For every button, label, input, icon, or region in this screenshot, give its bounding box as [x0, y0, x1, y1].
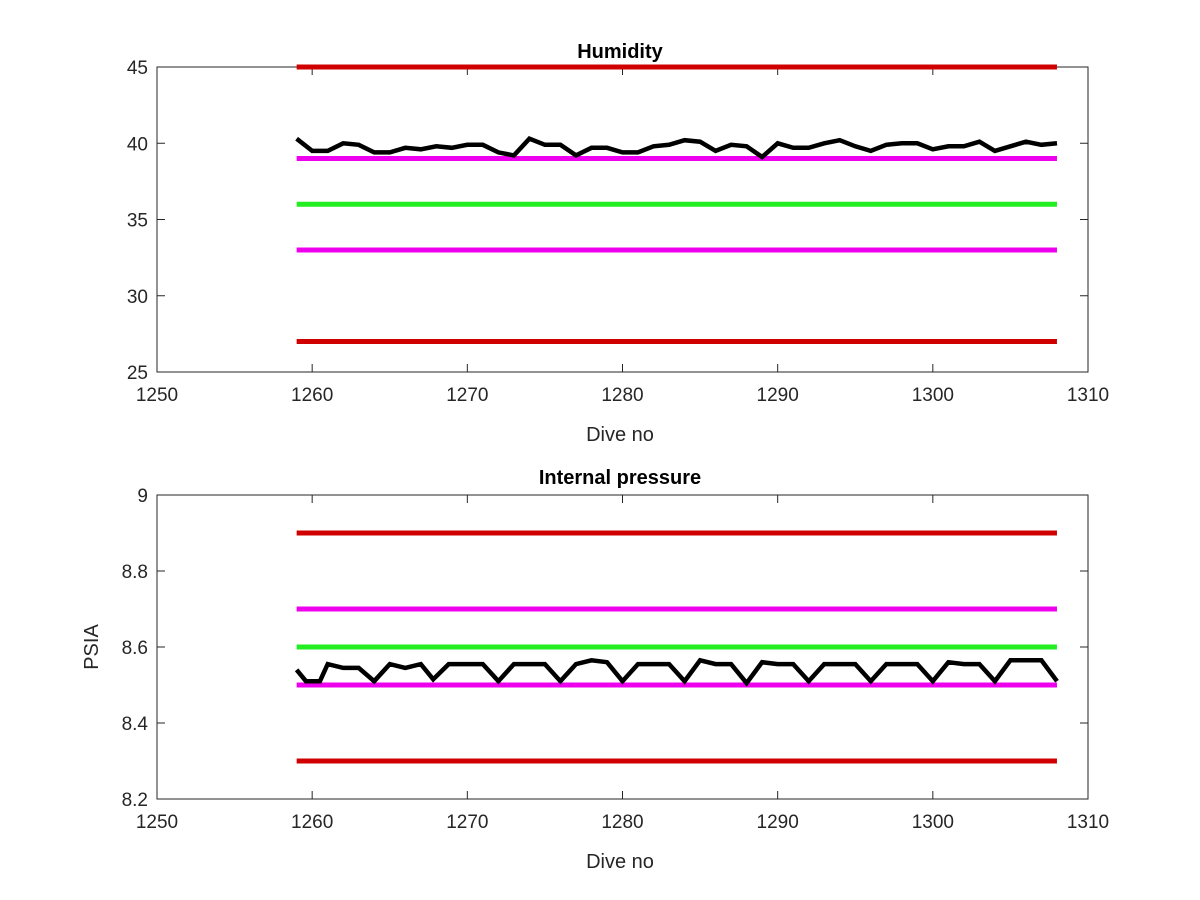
pressure-subplot: Internal pressure Dive no PSIA 1250 1260 1…: [81, 467, 1109, 873]
humidity-y-tick-label: 35: [127, 211, 148, 232]
humidity-y-tick-label: 45: [127, 58, 148, 79]
humidity-x-tick-label: 1250: [136, 385, 178, 406]
pressure-y-tick-label: 8.2: [122, 790, 148, 811]
pressure-x-tick-label: 1250: [136, 812, 178, 833]
pressure-x-tick-label: 1280: [601, 812, 643, 833]
humidity-x-tick-label: 1260: [291, 385, 333, 406]
pressure-xlabel: Dive no: [586, 851, 654, 873]
pressure-y-tick-label: 8.4: [122, 714, 149, 735]
pressure-x-tick-label: 1260: [291, 812, 333, 833]
humidity-subplot: Humidity Dive no 1250 1260 1270 1280 1290 130…: [127, 41, 1109, 446]
pressure-y-tick-label: 8.8: [122, 562, 148, 583]
pressure-y-tick-label: 8.6: [122, 638, 148, 659]
humidity-y-tick-label: 40: [127, 134, 148, 155]
pressure-ylabel: PSIA: [81, 624, 103, 670]
pressure-x-tick-label: 1300: [912, 812, 954, 833]
humidity-xlabel: Dive no: [586, 424, 654, 446]
pressure-x-tick-label: 1290: [757, 812, 799, 833]
pressure-data-line: [294, 657, 1059, 687]
humidity-x-tick-label: 1300: [912, 385, 954, 406]
humidity-data-line: [295, 136, 1058, 160]
humidity-y-tick-label: 30: [127, 287, 148, 308]
pressure-y-tick-label: 9: [137, 486, 148, 507]
humidity-x-tick-label: 1270: [446, 385, 488, 406]
pressure-x-tick-label: 1270: [446, 812, 488, 833]
humidity-title: Humidity: [577, 41, 663, 63]
pressure-title: Internal pressure: [539, 467, 701, 489]
humidity-x-tick-label: 1310: [1067, 385, 1109, 406]
humidity-x-tick-label: 1290: [757, 385, 799, 406]
humidity-y-tick-label: 25: [127, 363, 148, 384]
pressure-x-tick-label: 1310: [1067, 812, 1109, 833]
humidity-x-tick-label: 1280: [601, 385, 643, 406]
